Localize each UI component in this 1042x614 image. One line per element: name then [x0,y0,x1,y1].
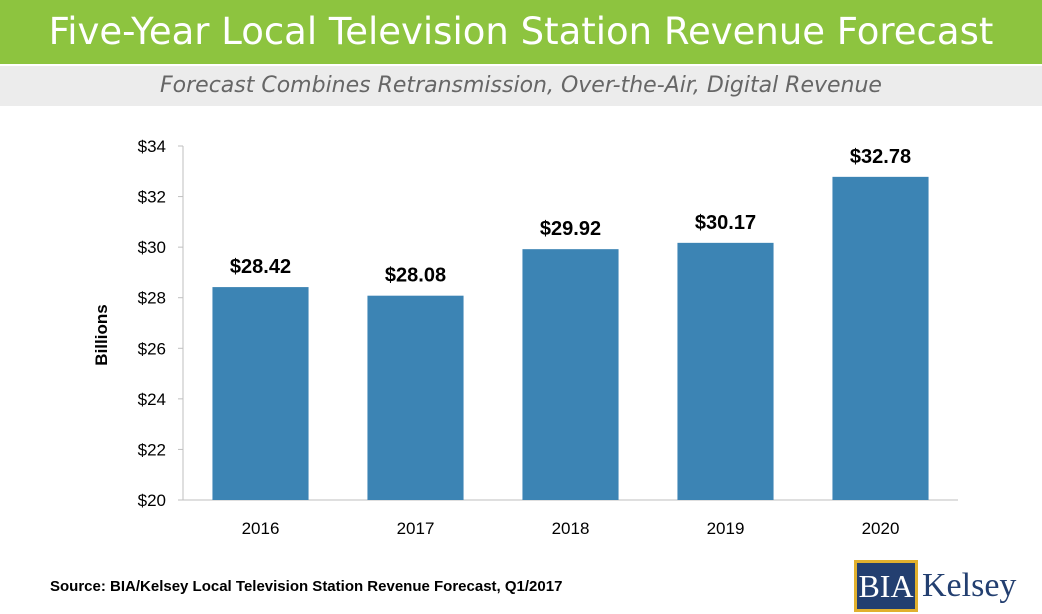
y-axis-label: Billions [92,304,111,365]
x-tick-label: 2018 [552,519,590,538]
y-tick-label: $30 [138,238,166,257]
chart-subtitle: Forecast Combines Retransmission, Over-t… [0,66,1042,106]
bar [677,242,774,500]
logo-box: BIA [854,560,918,612]
x-tick-label: 2020 [862,519,900,538]
data-label: $28.42 [230,256,291,278]
data-label: $32.78 [850,146,911,168]
data-label: $30.17 [695,212,756,234]
bar [367,295,464,500]
y-tick-label: $28 [138,289,166,308]
x-tick-label: 2016 [242,519,280,538]
y-tick-label: $24 [138,390,166,409]
y-tick-label: $20 [138,491,166,510]
data-label: $29.92 [540,218,601,240]
data-label: $28.08 [385,265,446,287]
logo-text: Kelsey [922,567,1017,604]
y-tick-label: $34 [138,137,166,156]
chart-title: Five-Year Local Television Station Reven… [0,0,1042,64]
x-tick-label: 2019 [707,519,745,538]
bar [832,176,929,500]
bar [212,287,309,500]
x-axis: 2016 2017 2018 2019 2020 [183,499,958,538]
y-tick-label: $22 [138,440,166,459]
y-axis: $20 $22 $24 $26 $28 $30 $32 $34 [138,137,184,510]
x-tick-label: 2017 [397,519,435,538]
y-tick-label: $26 [138,339,166,358]
bar [522,249,619,500]
bar-chart: $20$22$24$26$28$30$32$34 2016 2017 2018 201… [92,137,958,538]
y-tick-label: $32 [138,188,166,207]
bia-kelsey-logo: BIA Kelsey [854,560,1017,612]
source-note: Source: BIA/Kelsey Local Television Stat… [50,578,563,595]
bars: $28.42 $28.08 $29.92 $30.17 $32.78 [212,146,929,500]
